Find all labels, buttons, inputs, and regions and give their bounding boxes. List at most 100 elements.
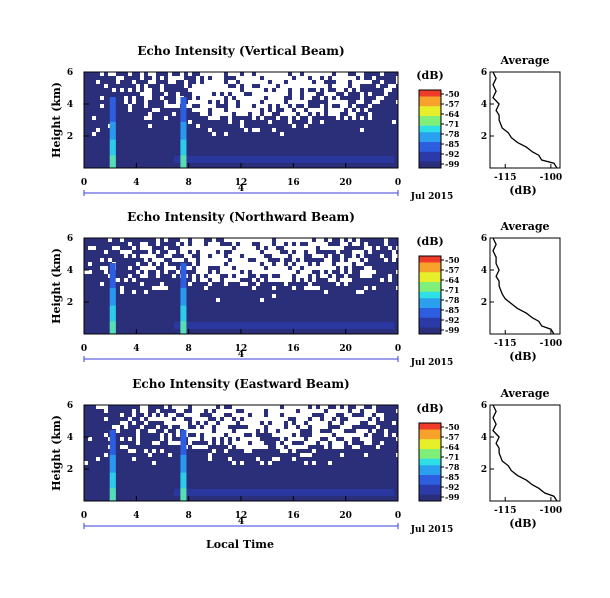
missing-data-cell [308, 286, 312, 290]
missing-data-cell [272, 84, 276, 88]
missing-data-cell [264, 72, 268, 76]
missing-data-cell [240, 104, 244, 108]
missing-data-cell [164, 270, 168, 274]
missing-data-cell [276, 262, 280, 266]
missing-data-cell [204, 88, 208, 92]
missing-data-cell [276, 88, 280, 92]
missing-data-cell [144, 409, 148, 413]
average-title: Average [499, 54, 549, 67]
missing-data-cell [380, 441, 384, 445]
missing-data-cell [212, 116, 216, 120]
missing-data-cell [184, 421, 188, 425]
missing-data-cell [276, 72, 280, 76]
missing-data-cell [136, 88, 140, 92]
missing-data-cell [224, 421, 228, 425]
colorbar-segment [419, 106, 441, 110]
average-y-tick-label: 2 [481, 132, 487, 142]
missing-data-cell [308, 453, 312, 457]
missing-data-cell [324, 417, 328, 421]
x-tick-label: 20 [339, 178, 352, 188]
missing-data-cell [144, 84, 148, 88]
missing-data-cell [280, 104, 284, 108]
missing-data-cell [248, 100, 252, 104]
missing-data-cell [268, 461, 272, 465]
missing-data-cell [260, 461, 264, 465]
missing-data-cell [188, 441, 192, 445]
missing-data-cell [112, 88, 116, 92]
missing-data-cell [152, 76, 156, 80]
missing-data-cell [216, 425, 220, 429]
missing-data-cell [356, 421, 360, 425]
missing-data-cell [152, 429, 156, 433]
missing-data-cell [280, 132, 284, 136]
missing-data-cell [340, 278, 344, 282]
missing-data-cell [272, 278, 276, 282]
missing-data-cell [292, 425, 296, 429]
missing-data-cell [196, 270, 200, 274]
missing-data-cell [200, 92, 204, 96]
date-label: Jul 2015 [410, 525, 453, 535]
missing-data-cell [316, 433, 320, 437]
missing-data-cell [216, 429, 220, 433]
missing-data-cell [288, 278, 292, 282]
missing-data-cell [300, 274, 304, 278]
missing-data-cell [200, 278, 204, 282]
missing-data-cell [172, 413, 176, 417]
missing-data-cell [296, 84, 300, 88]
missing-data-cell [328, 262, 332, 266]
missing-data-cell [232, 421, 236, 425]
missing-data-cell [220, 270, 224, 274]
missing-data-cell [220, 409, 224, 413]
missing-data-cell [104, 250, 108, 254]
missing-data-cell [260, 246, 264, 250]
missing-data-cell [244, 84, 248, 88]
missing-data-cell [244, 282, 248, 286]
missing-data-cell [260, 298, 264, 302]
missing-data-cell [244, 405, 248, 409]
missing-data-cell [272, 254, 276, 258]
missing-data-cell [212, 104, 216, 108]
missing-data-cell [280, 80, 284, 84]
missing-data-cell [280, 84, 284, 88]
missing-data-cell [192, 238, 196, 242]
missing-data-cell [360, 274, 364, 278]
colorbar-segment [419, 285, 441, 289]
missing-data-cell [208, 128, 212, 132]
missing-data-cell [264, 80, 268, 84]
missing-data-cell [124, 425, 128, 429]
missing-data-cell [348, 278, 352, 282]
missing-data-cell [300, 112, 304, 116]
missing-data-cell [296, 254, 300, 258]
colorbar-segment [419, 282, 441, 286]
missing-data-cell [256, 88, 260, 92]
missing-data-cell [208, 409, 212, 413]
missing-data-cell [160, 282, 164, 286]
missing-data-cell [284, 112, 288, 116]
missing-data-cell [320, 262, 324, 266]
missing-data-cell [224, 270, 228, 274]
missing-data-cell [272, 76, 276, 80]
missing-data-cell [172, 76, 176, 80]
missing-data-cell [296, 80, 300, 84]
missing-data-cell [328, 96, 332, 100]
colorbar-frame [418, 422, 442, 502]
missing-data-cell [252, 80, 256, 84]
missing-data-cell [256, 258, 260, 262]
missing-data-cell [232, 108, 236, 112]
missing-data-cell [220, 421, 224, 425]
missing-data-cell [304, 266, 308, 270]
missing-data-cell [276, 80, 280, 84]
missing-data-cell [132, 290, 136, 294]
missing-data-cell [176, 92, 180, 96]
missing-data-cell [144, 270, 148, 274]
missing-data-cell [284, 413, 288, 417]
missing-data-cell [128, 266, 132, 270]
missing-data-cell [200, 258, 204, 262]
missing-data-cell [340, 108, 344, 112]
colorbar-segment [419, 468, 441, 473]
missing-data-cell [312, 108, 316, 112]
missing-data-cell [128, 274, 132, 278]
colorbar-frame [418, 89, 442, 169]
missing-data-cell [380, 96, 384, 100]
